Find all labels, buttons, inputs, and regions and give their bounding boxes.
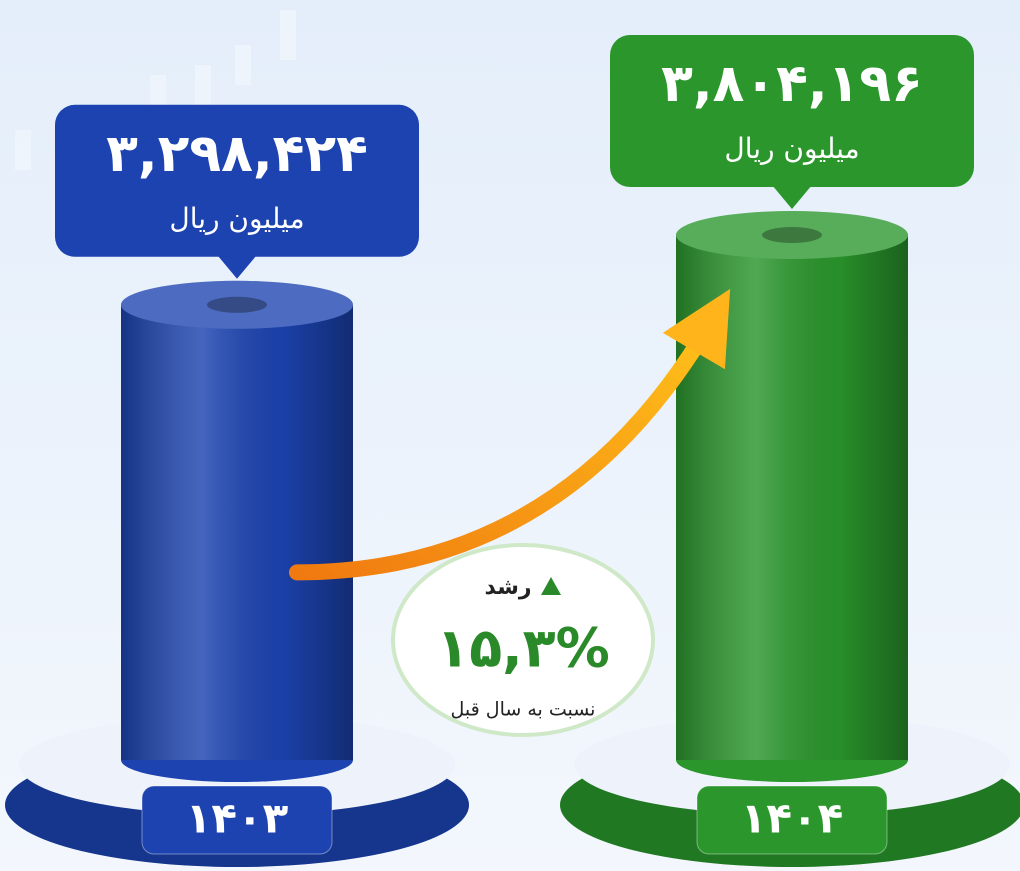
bar-top xyxy=(121,280,353,329)
bar-top-light xyxy=(121,280,353,329)
growth-triangle xyxy=(541,577,561,595)
growth-arrow xyxy=(289,288,731,581)
callout-box xyxy=(55,104,419,257)
callout-pointer xyxy=(217,254,257,279)
value-label: ۳,۸۰۴,۱۹۶ xyxy=(661,54,923,114)
bar-top-hole xyxy=(207,296,267,313)
growth-badge xyxy=(391,543,655,737)
bar-top-light xyxy=(676,211,908,259)
bar-top-hole xyxy=(762,227,822,243)
unit-label: میلیون ریال xyxy=(169,202,304,235)
growth-value: ۱۵,۳% xyxy=(436,617,610,680)
year-box xyxy=(141,785,333,855)
callout-box xyxy=(610,35,974,187)
growth-label: رشد xyxy=(484,575,531,600)
year-label: ۱۴۰۴ xyxy=(741,794,844,843)
bar-shade xyxy=(121,304,353,760)
bar-top xyxy=(676,211,908,259)
callout-pointer xyxy=(772,185,812,209)
year-box xyxy=(696,785,888,855)
growth-note: نسبت به سال قبل xyxy=(451,699,596,721)
year-label: ۱۴۰۳ xyxy=(186,794,289,843)
value-label: ۳,۲۹۸,۴۲۴ xyxy=(106,124,368,184)
unit-label: میلیون ریال xyxy=(724,132,859,165)
